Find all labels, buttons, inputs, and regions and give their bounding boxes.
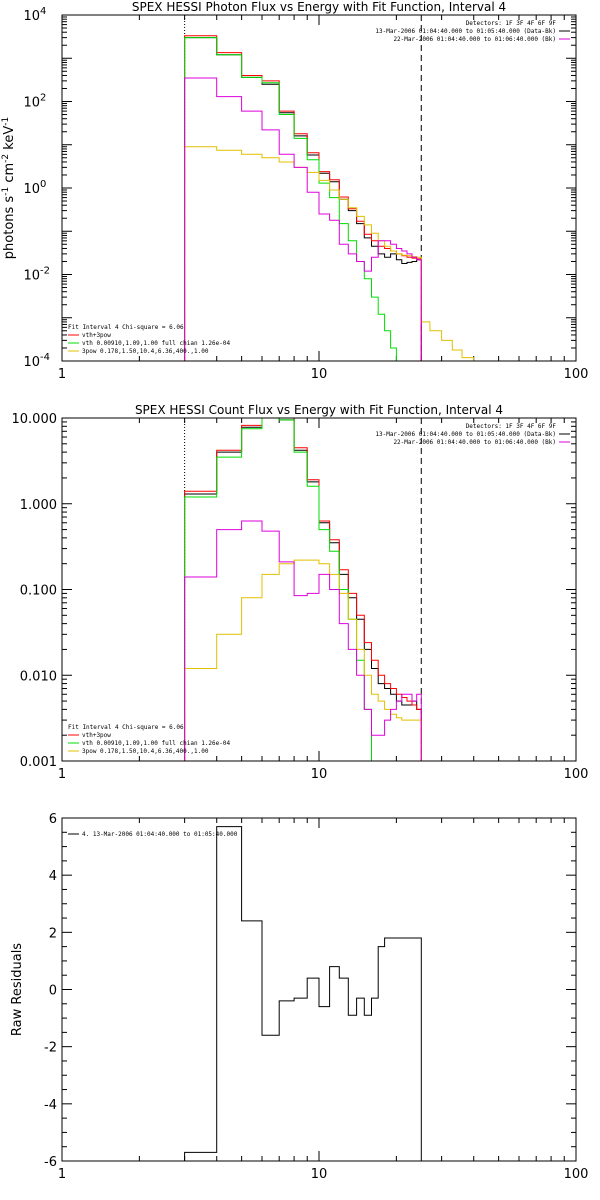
legend-entry: 3pow 0.178,1.50,10.4,6.36,400.,1.00 <box>82 748 209 755</box>
y-axis-label-part: -1 <box>1 117 11 126</box>
x-tick-label: 100 <box>564 767 589 782</box>
series-group <box>184 418 422 761</box>
plot-frame <box>61 14 577 362</box>
series-line <box>184 35 422 361</box>
y-tick-label: -2 <box>44 1041 57 1056</box>
legend-entry: 13-Mar-2006 01:04:40.000 to 01:05:40.000… <box>375 28 556 35</box>
series-line <box>184 77 422 361</box>
plot-frame <box>61 817 577 1162</box>
y-tick-label: 0.001 <box>20 755 57 770</box>
y-tick-label: 0 <box>49 984 57 999</box>
series-line <box>184 559 422 761</box>
legend-entry: 22-Mar-2006 01:04:40.000 to 01:06:40.000… <box>393 439 556 446</box>
legend-entry: vth 0.00910,1.09,1.00 full chian 1.26e-0… <box>82 340 230 347</box>
series-line <box>184 418 379 761</box>
y-tick-label: 6 <box>49 812 57 827</box>
y-tick-label: 0.100 <box>20 584 57 599</box>
plot-frame <box>61 417 577 762</box>
legend-entry: 13-Mar-2006 01:04:40.000 to 01:05:40.000… <box>375 431 556 438</box>
y-axis-label-part: cm <box>2 163 17 187</box>
x-tick-label: 1 <box>58 1167 66 1182</box>
y-tick-label: 2 <box>49 926 57 941</box>
series-line <box>184 146 499 361</box>
y-tick-exponent: -4 <box>40 352 50 363</box>
y-tick-label: 1.000 <box>20 498 57 513</box>
y-tick-exponent: 0 <box>40 179 46 190</box>
y-axis-label: photons s-1 cm-2 keV-1 <box>1 117 17 259</box>
y-tick-exponent: -2 <box>40 266 50 277</box>
y-axis-label-part: -1 <box>1 187 11 196</box>
y-tick-label: -4 <box>44 1098 57 1113</box>
legend-entry: 3pow 0.178,1.50,10.4,6.36,400.,1.00 <box>82 348 209 355</box>
series-group <box>184 826 422 1161</box>
x-tick-label: 1 <box>58 367 66 382</box>
chart-panel-2: SPEX HESSI Count Flux vs Energy with Fit… <box>12 403 589 782</box>
x-tick-label: 10 <box>311 767 328 782</box>
legend-entry: Detectors: 1F 3F 4F 6F 9F <box>466 423 557 430</box>
chart-panel-1: SPEX HESSI Photon Flux vs Energy with Fi… <box>1 0 588 382</box>
legend-entry: vth+3pow <box>82 732 111 739</box>
series-group <box>184 35 499 361</box>
series-line <box>184 520 422 761</box>
y-tick-label: 10.000 <box>12 412 58 427</box>
x-tick-label: 10 <box>311 1167 328 1182</box>
chart-title: SPEX HESSI Count Flux vs Energy with Fit… <box>135 403 503 417</box>
y-axis-label: Raw Residuals <box>10 943 25 1036</box>
x-tick-label: 10 <box>311 367 328 382</box>
y-axis-label-part: -2 <box>1 154 11 163</box>
x-tick-label: 100 <box>564 1167 589 1182</box>
y-tick-label: -6 <box>44 1155 57 1170</box>
legend-entry: vth 0.00910,1.09,1.00 full chian 1.26e-0… <box>82 740 230 747</box>
chart-title: SPEX HESSI Photon Flux vs Energy with Fi… <box>132 0 506 14</box>
y-axis-label-part: Raw Residuals <box>10 943 25 1036</box>
y-axis-label-part: photons s <box>2 196 17 260</box>
y-axis-label-part: keV <box>2 126 17 154</box>
chart-panel-3: 1 10 100 -6 -4 -2 0 2 4 6 Raw Residuals 4. 13-Mar-2… <box>10 812 588 1182</box>
y-tick-label: 10 <box>23 269 40 284</box>
series-line <box>184 37 412 361</box>
x-tick-label: 1 <box>58 767 66 782</box>
legend-entry: 22-Mar-2006 01:04:40.000 to 01:06:40.000… <box>393 36 556 43</box>
y-tick-label: 10 <box>23 355 40 370</box>
y-tick-exponent: 2 <box>40 93 46 104</box>
y-tick-exponent: 4 <box>40 6 46 17</box>
legend-entry: vth+3pow <box>82 332 111 339</box>
y-tick-label: 4 <box>49 869 57 884</box>
x-tick-label: 100 <box>564 367 589 382</box>
series-line <box>184 826 422 1161</box>
y-tick-label: 10 <box>23 96 40 111</box>
y-tick-label: 10 <box>23 182 40 197</box>
legend-entry: 4. 13-Mar-2006 01:04:40.000 to 01:05:40.… <box>82 831 238 838</box>
series-line <box>184 37 422 361</box>
y-tick-label: 10 <box>23 9 40 24</box>
legend-entry: Fit Interval 4 Chi-square = 6.06 <box>68 324 184 331</box>
legend-entry: Fit Interval 4 Chi-square = 6.06 <box>68 724 184 731</box>
legend-entry: Detectors: 1F 3F 4F 6F 9F <box>466 20 557 27</box>
series-line <box>184 418 422 761</box>
y-tick-label: 0.010 <box>20 669 57 684</box>
